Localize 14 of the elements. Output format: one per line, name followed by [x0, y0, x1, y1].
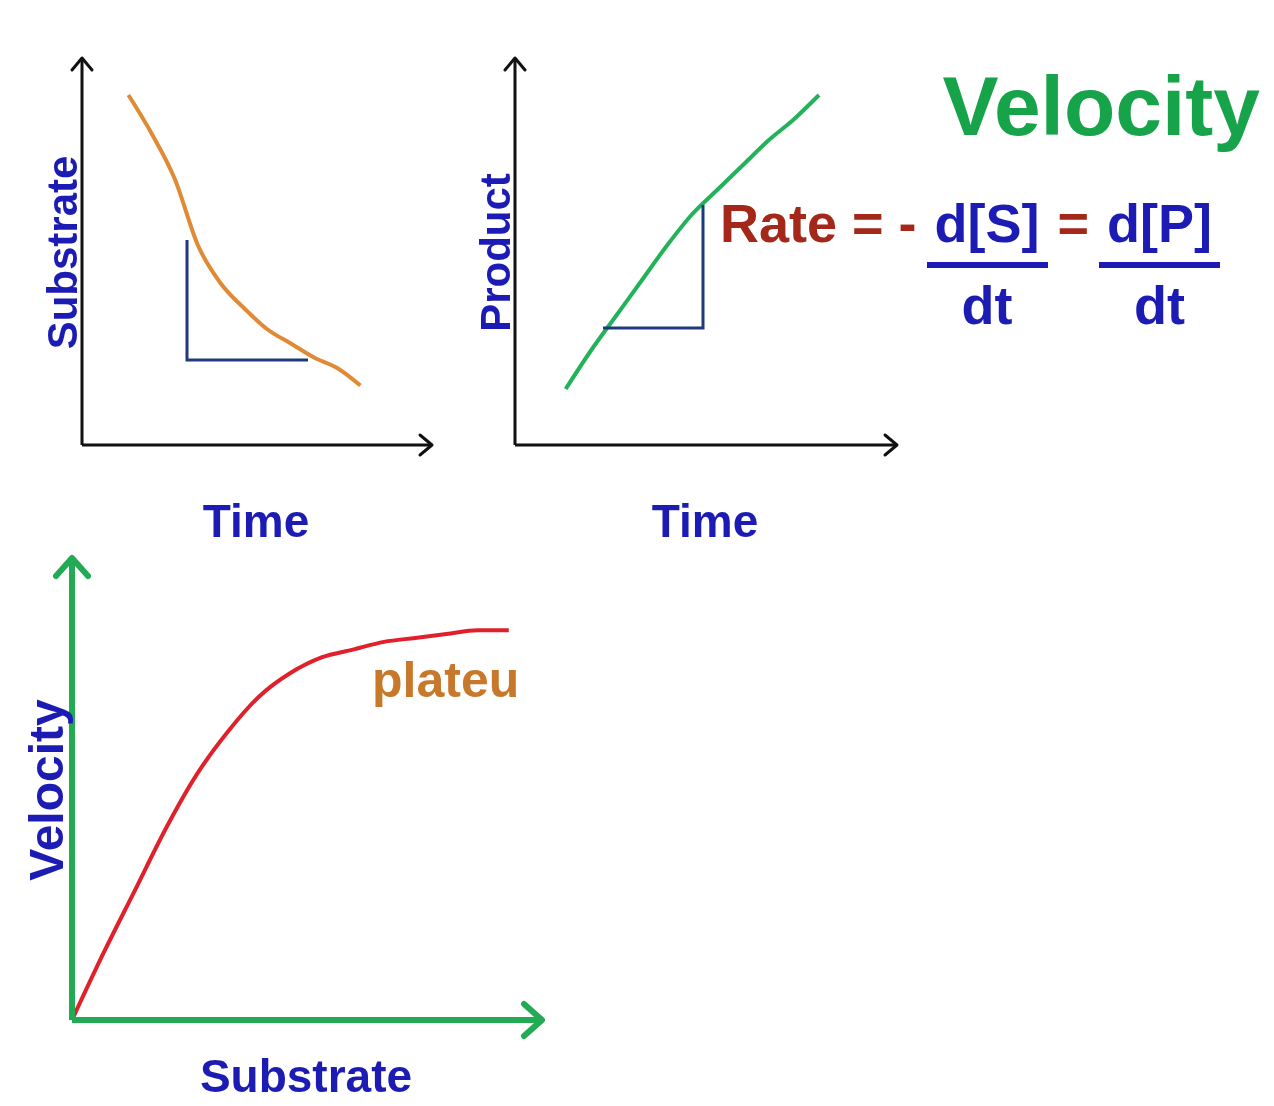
y-axis-title: Velocity [20, 698, 74, 881]
text: dt [961, 274, 1013, 337]
text: dt [1134, 274, 1186, 337]
x-axis-title: Time [202, 495, 310, 547]
y-axis-title: Substrate [38, 155, 86, 350]
text: = [1057, 192, 1090, 255]
text: d[P] [1099, 192, 1221, 269]
x-axis-title: Time [651, 495, 759, 547]
annotation: plateu [372, 652, 520, 708]
x-axis-title: Substrate [199, 1050, 413, 1102]
y-axis-title: Product [471, 173, 519, 332]
text: d[S] [926, 192, 1048, 269]
annotation: Rate = - [720, 192, 917, 255]
text: Velocity [941, 59, 1261, 153]
